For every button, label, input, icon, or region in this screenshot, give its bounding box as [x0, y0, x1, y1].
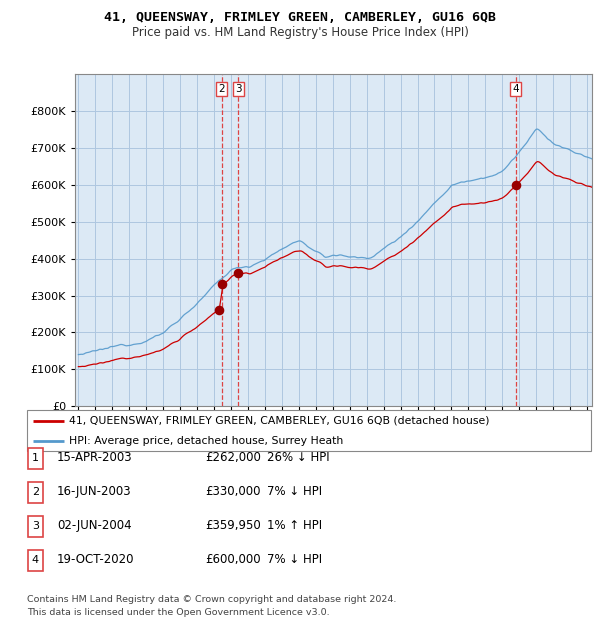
Text: This data is licensed under the Open Government Licence v3.0.: This data is licensed under the Open Gov…	[27, 608, 329, 617]
Text: 4: 4	[32, 556, 39, 565]
Text: 7% ↓ HPI: 7% ↓ HPI	[267, 485, 322, 498]
Text: £600,000: £600,000	[205, 554, 261, 566]
FancyBboxPatch shape	[28, 482, 43, 503]
Text: 15-APR-2003: 15-APR-2003	[57, 451, 133, 464]
Text: Price paid vs. HM Land Registry's House Price Index (HPI): Price paid vs. HM Land Registry's House …	[131, 26, 469, 39]
Text: 26% ↓ HPI: 26% ↓ HPI	[267, 451, 329, 464]
Point	[233, 268, 243, 278]
FancyBboxPatch shape	[28, 448, 43, 469]
Text: 7% ↓ HPI: 7% ↓ HPI	[267, 554, 322, 566]
Text: 02-JUN-2004: 02-JUN-2004	[57, 520, 131, 532]
FancyBboxPatch shape	[28, 550, 43, 571]
Text: 3: 3	[235, 84, 241, 94]
FancyBboxPatch shape	[28, 516, 43, 537]
Point	[214, 304, 224, 314]
Text: 2: 2	[218, 84, 225, 94]
Text: 1: 1	[32, 453, 39, 463]
Text: £359,950: £359,950	[205, 520, 261, 532]
Text: 1% ↑ HPI: 1% ↑ HPI	[267, 520, 322, 532]
Text: HPI: Average price, detached house, Surrey Heath: HPI: Average price, detached house, Surr…	[70, 436, 344, 446]
Text: £330,000: £330,000	[205, 485, 261, 498]
Point	[217, 280, 227, 290]
Text: 4: 4	[512, 84, 519, 94]
Text: 3: 3	[32, 521, 39, 531]
Text: £262,000: £262,000	[205, 451, 261, 464]
Text: 41, QUEENSWAY, FRIMLEY GREEN, CAMBERLEY, GU16 6QB: 41, QUEENSWAY, FRIMLEY GREEN, CAMBERLEY,…	[104, 11, 496, 24]
Text: 2: 2	[32, 487, 39, 497]
Point	[511, 180, 521, 190]
Text: 16-JUN-2003: 16-JUN-2003	[57, 485, 131, 498]
Text: 41, QUEENSWAY, FRIMLEY GREEN, CAMBERLEY, GU16 6QB (detached house): 41, QUEENSWAY, FRIMLEY GREEN, CAMBERLEY,…	[70, 415, 490, 425]
Text: 19-OCT-2020: 19-OCT-2020	[57, 554, 134, 566]
Text: Contains HM Land Registry data © Crown copyright and database right 2024.: Contains HM Land Registry data © Crown c…	[27, 595, 397, 604]
